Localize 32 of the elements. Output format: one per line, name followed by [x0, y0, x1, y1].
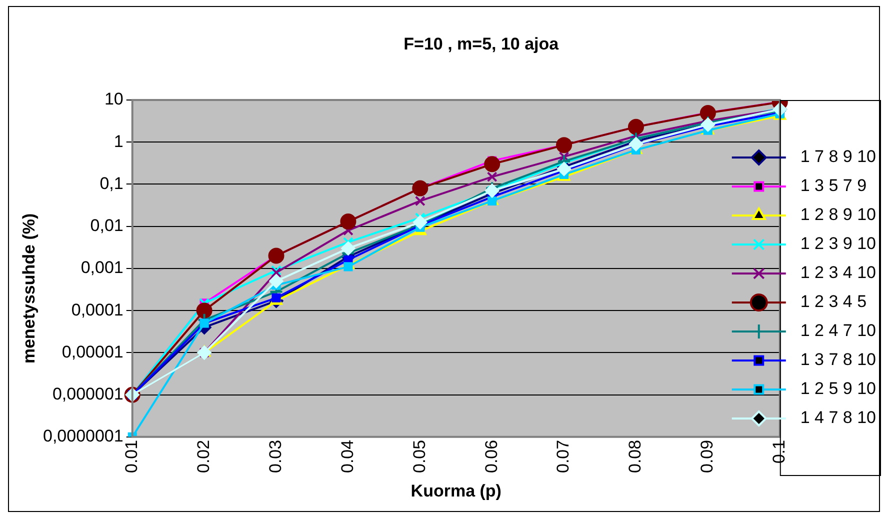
x-tick-label: 0.07 [554, 440, 573, 474]
legend-label: 1 2 3 4 5 [800, 292, 867, 312]
x-tick-label: 0.03 [266, 440, 285, 474]
legend-label: 1 4 7 8 10 [800, 408, 876, 428]
legend-label: 1 2 4 7 10 [800, 321, 876, 340]
x-tick-label: 0.06 [482, 440, 501, 474]
legend-label: 1 2 5 9 10 [800, 379, 876, 398]
legend-label: 1 3 5 7 9 [800, 176, 867, 196]
legend-label: 1 2 3 4 10 [800, 263, 876, 282]
legend-label: 1 2 3 9 10 [800, 234, 876, 254]
y-tick-label: 0,1 [100, 174, 124, 193]
x-tick-label: 0.02 [194, 440, 213, 474]
x-axis-title: Kuorma (p) [410, 482, 502, 501]
y-tick-label: 0,00001 [62, 342, 124, 362]
x-tick-label: 0.1 [770, 440, 789, 464]
y-tick-label: 10 [104, 90, 124, 109]
x-tick-label: 0.04 [338, 440, 357, 474]
y-tick-label: 0,0001 [71, 300, 124, 320]
y-tick-label: 0,01 [90, 216, 124, 236]
x-tick-label: 0.05 [410, 440, 429, 474]
x-tick-label: 0.08 [626, 440, 645, 474]
legend-label: 1 7 8 9 10 [800, 147, 876, 166]
legend-label: 1 2 8 9 10 [800, 205, 876, 224]
y-tick-label: 1 [114, 132, 124, 151]
y-tick-label: 0,000001 [52, 384, 124, 404]
y-axis-title: menetyssuhde (%) [20, 213, 39, 364]
x-tick-label: 0.09 [698, 440, 717, 474]
y-tick-label: 0,001 [80, 258, 124, 278]
x-tick-label: 0.01 [122, 440, 142, 474]
y-tick-label: 0,0000001 [42, 426, 124, 446]
legend-label: 1 3 7 8 10 [800, 350, 876, 370]
chart-title: F=10 , m=5, 10 ajoa [404, 34, 560, 54]
